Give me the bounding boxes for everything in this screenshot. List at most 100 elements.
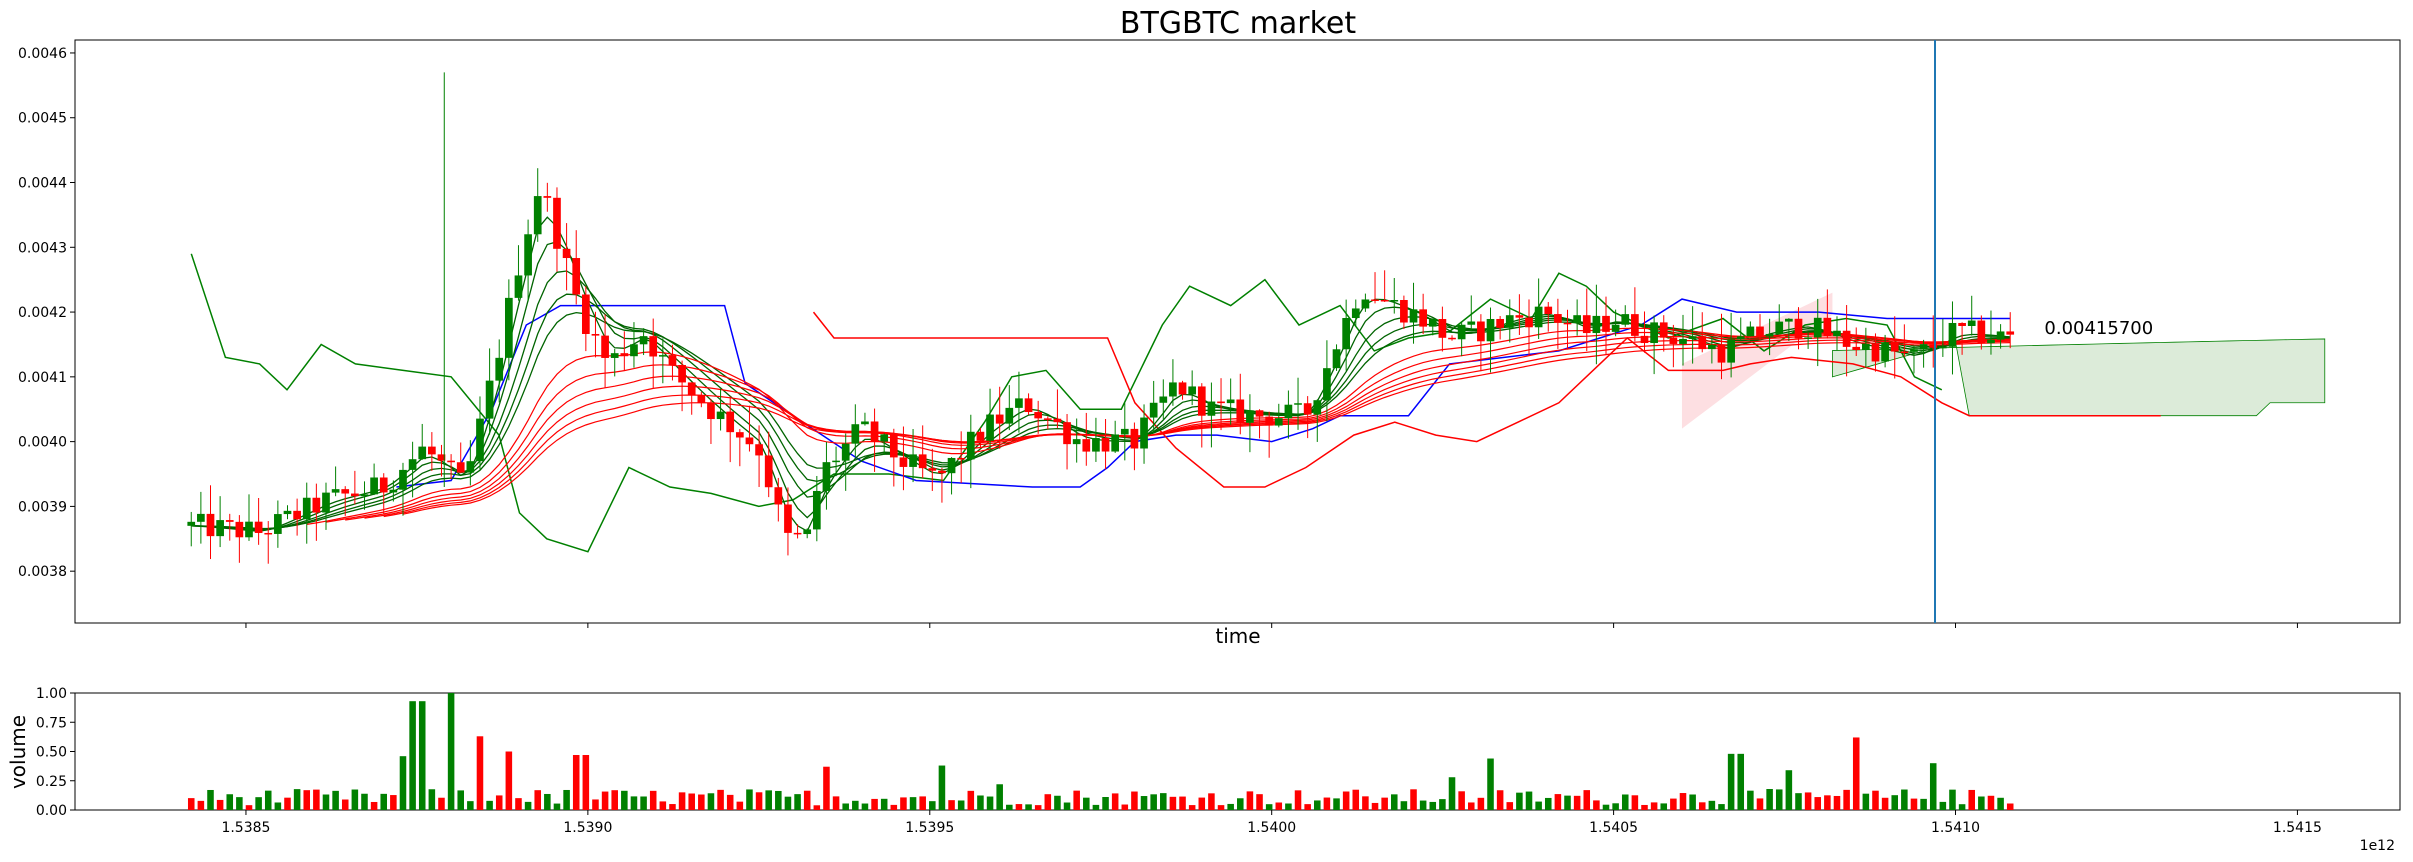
- ma-line-short: [191, 216, 2011, 533]
- volume-bar: [1179, 796, 1186, 810]
- candle-body: [1063, 422, 1071, 445]
- candle-body: [1120, 428, 1129, 435]
- candle-body: [197, 513, 205, 522]
- y-tick: 0.0044: [18, 176, 75, 192]
- volume-bar: [1814, 797, 1822, 810]
- volume-bar: [1487, 758, 1494, 810]
- volume-bar: [1756, 798, 1764, 810]
- y-tick: 0.0046: [18, 46, 75, 62]
- volume-bar: [467, 801, 474, 810]
- volume-bar: [707, 793, 715, 810]
- volume-bar: [1111, 793, 1119, 810]
- volume-bar: [1747, 790, 1754, 810]
- volume-bar: [1314, 800, 1321, 810]
- candle-body: [745, 437, 754, 445]
- candle-body: [1669, 337, 1678, 344]
- volume-bar: [2006, 803, 2014, 810]
- candle-body: [1573, 315, 1581, 324]
- volume-y-tick: 0.50: [36, 745, 75, 761]
- volume-bar: [236, 797, 243, 810]
- volume-bar: [1843, 789, 1850, 810]
- volume-bar: [1237, 798, 1244, 810]
- volume-bar: [1641, 804, 1648, 810]
- volume-bar: [1978, 796, 1985, 810]
- volume-bar: [1265, 804, 1273, 810]
- candle-body: [524, 234, 532, 276]
- volume-bar: [1160, 793, 1167, 810]
- candle-body: [1477, 321, 1485, 342]
- y-tick: 0.0040: [18, 435, 75, 451]
- candle-body: [1852, 346, 1861, 350]
- candle-body: [1178, 382, 1187, 395]
- volume-bar: [967, 790, 975, 810]
- candle-body: [1977, 320, 1986, 344]
- candle-body: [1967, 320, 1976, 326]
- volume-bar: [621, 790, 628, 810]
- volume-bar: [977, 795, 984, 810]
- candle-body: [957, 457, 966, 460]
- volume-bar: [698, 794, 705, 810]
- candle-body: [1043, 418, 1052, 420]
- candle-body: [1640, 335, 1649, 344]
- volume-bar: [1352, 789, 1360, 810]
- candle-body: [1544, 306, 1553, 315]
- candle-body: [1380, 299, 1389, 302]
- candle-body: [1813, 317, 1822, 338]
- candle-body: [1303, 403, 1312, 415]
- volume-bar: [1958, 804, 1966, 810]
- candle-body: [1274, 418, 1283, 426]
- volume-bar: [1824, 795, 1831, 810]
- ma-line-long: [345, 335, 2011, 521]
- volume-bar: [1939, 801, 1947, 810]
- candle-body: [1371, 299, 1379, 301]
- volume-bar: [1910, 798, 1918, 810]
- candle-body: [1284, 404, 1293, 419]
- volume-bar: [957, 800, 965, 810]
- candle-body: [1987, 339, 1995, 344]
- last-price-label: 0.00415700: [2044, 318, 2153, 339]
- volume-x-tick: 1.5415: [2273, 810, 2322, 836]
- candle-body: [447, 460, 455, 463]
- volume-bar: [1323, 797, 1331, 810]
- candle-body: [1409, 309, 1418, 323]
- x-tick-label: 1.5405: [1589, 820, 1638, 836]
- candle-body: [841, 443, 850, 461]
- candle-body: [1496, 318, 1504, 328]
- candle-body: [1342, 317, 1351, 350]
- volume-bar: [1227, 803, 1234, 810]
- candle-body: [1226, 399, 1235, 404]
- candle-body: [322, 492, 330, 513]
- volume-bar: [1496, 790, 1504, 810]
- candle-body: [553, 197, 561, 249]
- volume-bar: [197, 800, 205, 810]
- candle-body: [1804, 337, 1812, 339]
- candle-body: [206, 513, 215, 537]
- volume-bar: [765, 790, 772, 810]
- volume-bar: [1573, 795, 1581, 810]
- candle-body: [1688, 336, 1697, 339]
- y-tick-label: 0.0040: [18, 435, 67, 451]
- candle-body: [1631, 314, 1639, 336]
- candle-body: [437, 454, 446, 461]
- candle-body: [1428, 319, 1437, 327]
- volume-bar: [457, 790, 464, 810]
- candle-body: [293, 510, 301, 520]
- volume-bar: [746, 789, 753, 810]
- candle-body: [716, 411, 725, 420]
- volume-bar: [390, 795, 397, 810]
- candle-body: [995, 414, 1004, 424]
- volume-x-tick: 1.5410: [1931, 810, 1980, 836]
- candle-body: [1351, 308, 1360, 318]
- candle-body: [976, 431, 985, 441]
- y-tick-label: 0.0039: [18, 499, 67, 515]
- volume-bar: [592, 799, 599, 810]
- candle-body: [274, 514, 282, 534]
- candle-body: [966, 431, 975, 460]
- volume-x-tick: 1.5385: [221, 810, 270, 836]
- volume-bar: [1852, 737, 1860, 810]
- volume-bar: [1766, 789, 1773, 810]
- candle-body: [476, 418, 484, 462]
- price-plot: 0.0038 0.0039 0.0040 0.0041 0.0042 0.0043 0.00…: [18, 39, 2401, 628]
- candle-body: [832, 460, 840, 463]
- candle-body: [1794, 318, 1803, 339]
